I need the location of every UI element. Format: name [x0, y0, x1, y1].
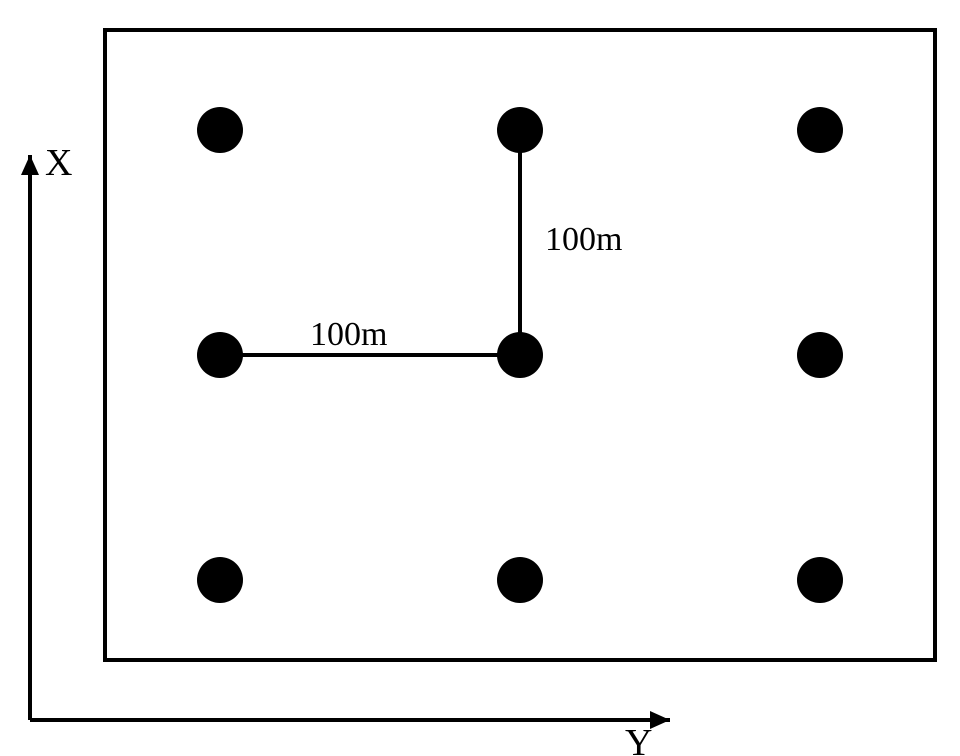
grid-point-r2-c1 — [497, 557, 543, 603]
grid-point-r1-c0 — [197, 332, 243, 378]
grid-point-r2-c2 — [797, 557, 843, 603]
grid-point-r0-c1 — [497, 107, 543, 153]
dimension-label-1: 100m — [545, 221, 622, 258]
grid-point-r2-c0 — [197, 557, 243, 603]
x-axis-arrowhead — [21, 155, 39, 175]
grid-point-r0-c0 — [197, 107, 243, 153]
grid-point-r1-c1 — [497, 332, 543, 378]
grid-diagram: 100m 100m X Y — [0, 0, 960, 756]
grid-point-r0-c2 — [797, 107, 843, 153]
y-axis-label: Y — [625, 722, 652, 756]
y-axis-arrowhead — [650, 711, 670, 729]
dimension-label-0: 100m — [310, 316, 387, 353]
grid-point-r1-c2 — [797, 332, 843, 378]
x-axis-label: X — [45, 142, 72, 184]
